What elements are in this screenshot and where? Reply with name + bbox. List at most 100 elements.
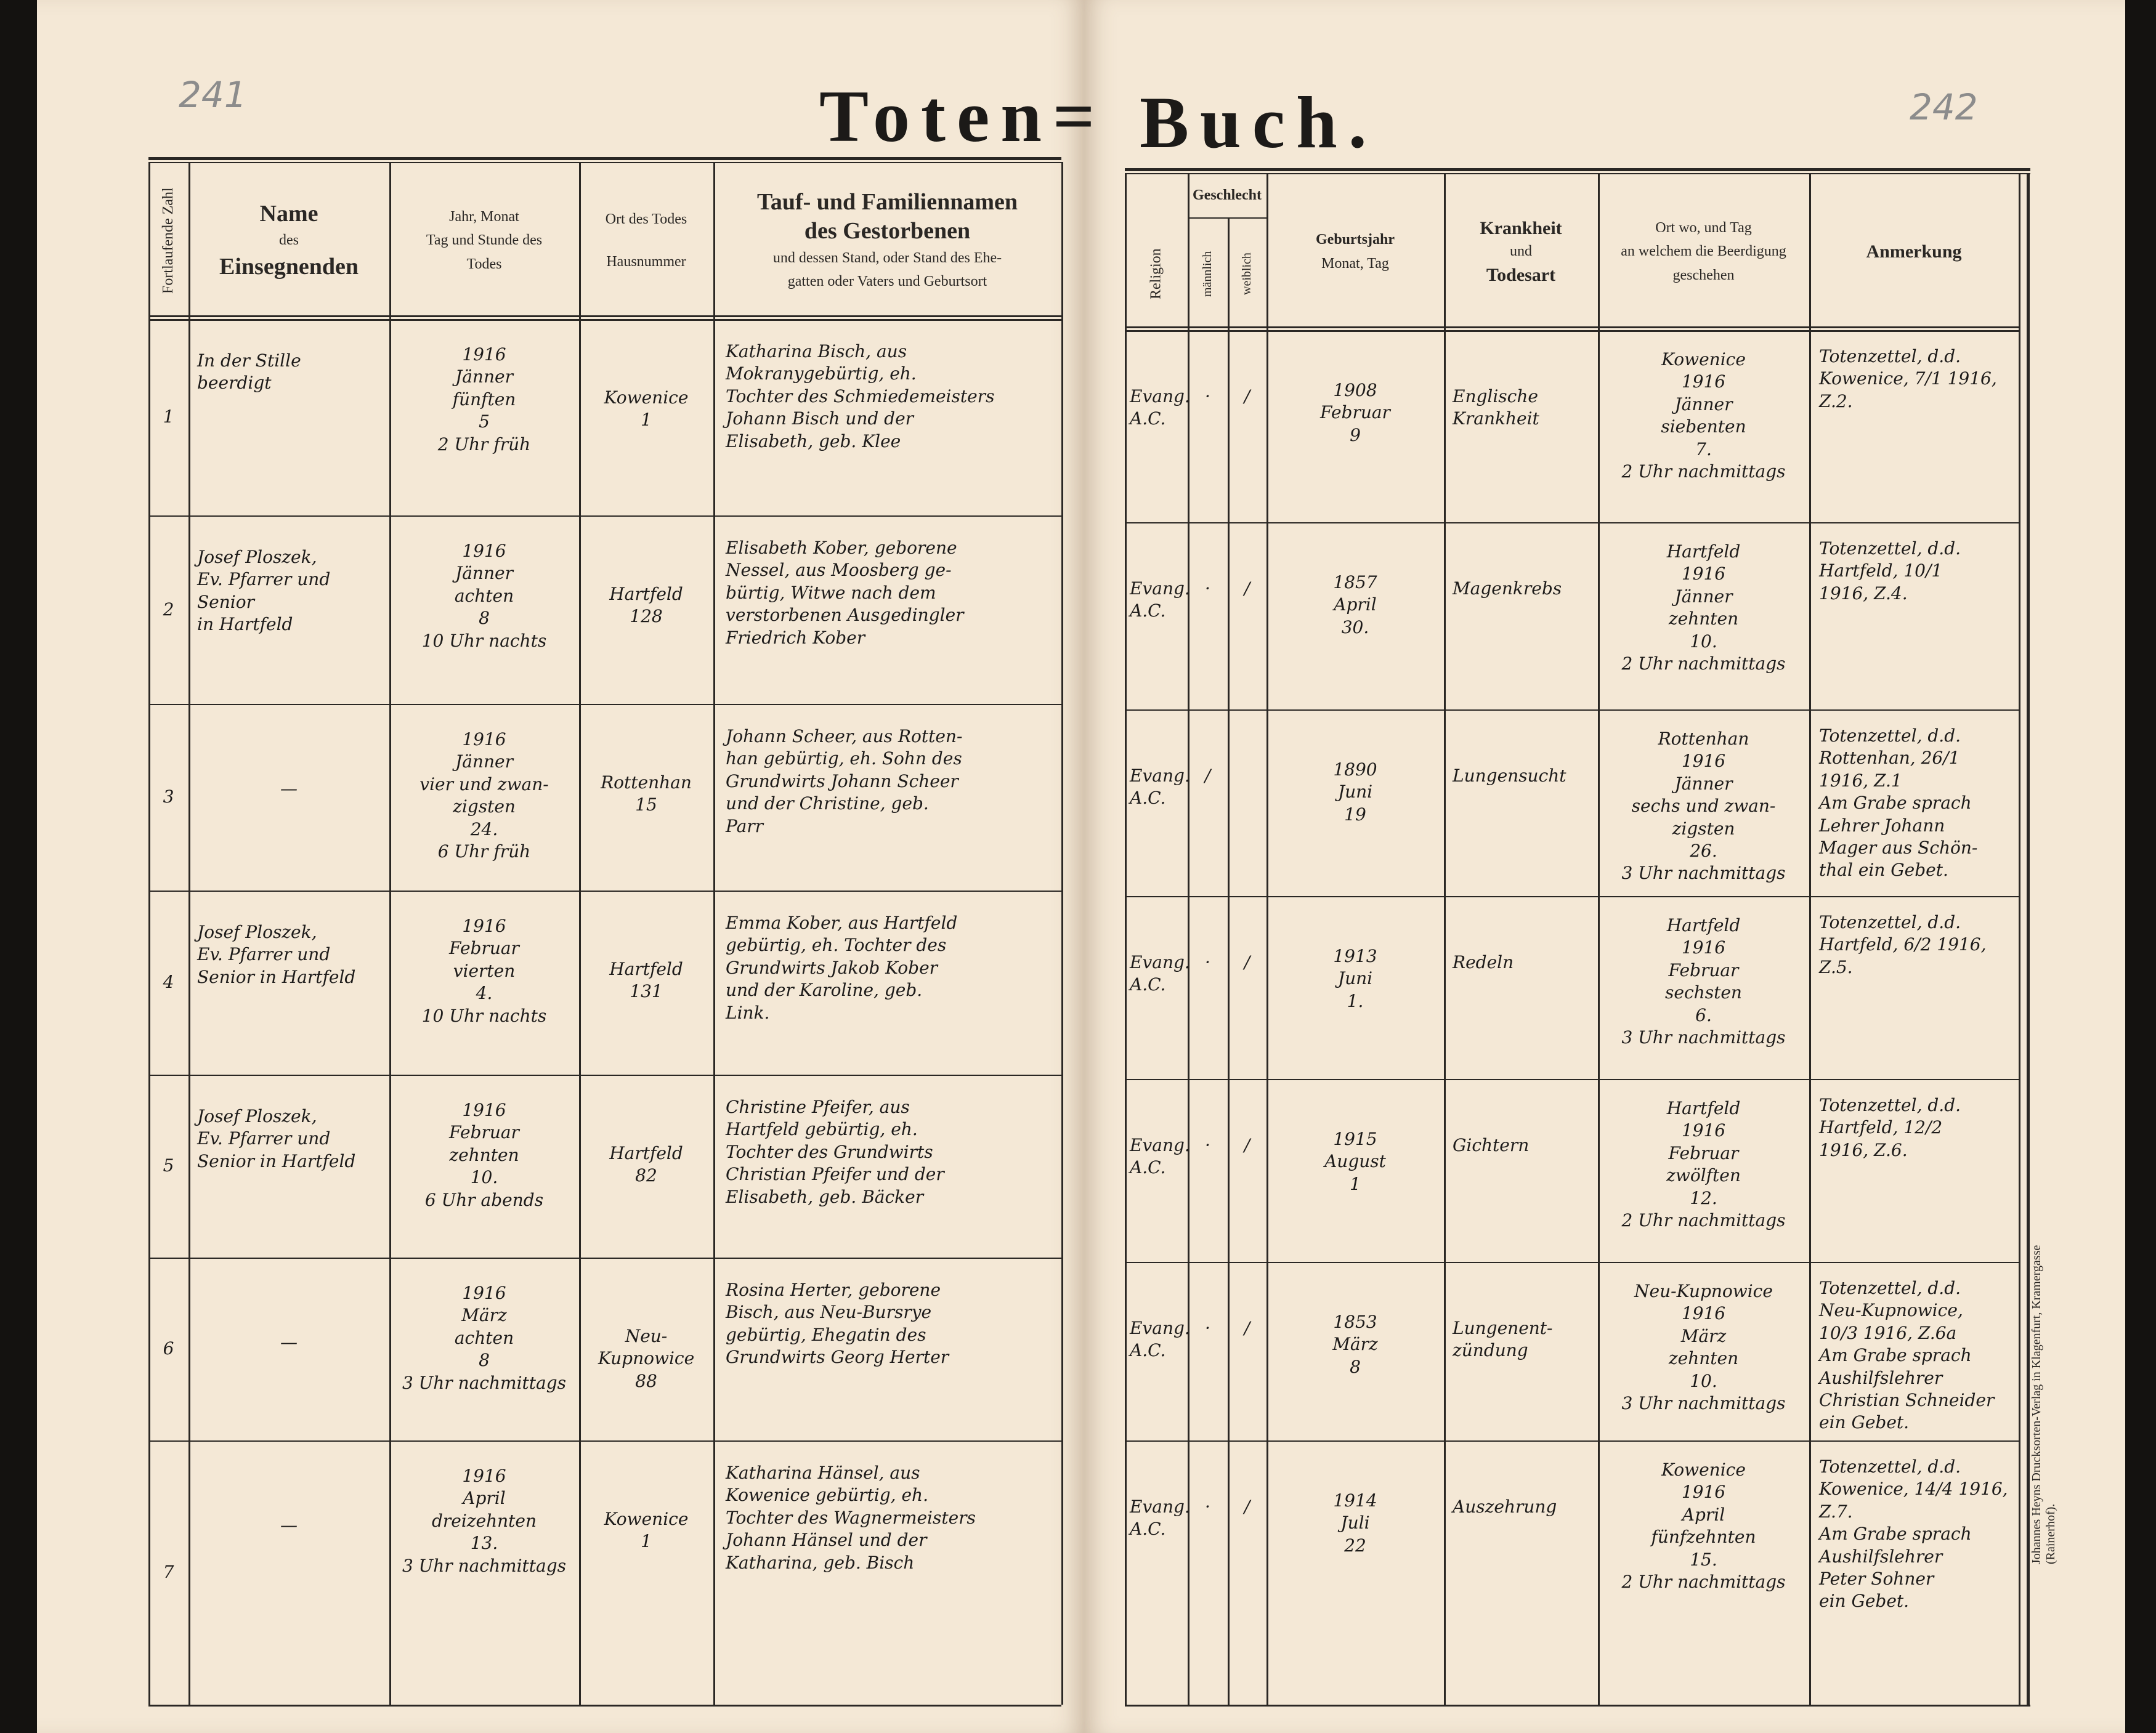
death-place-line: 1	[641, 410, 652, 430]
sex-female: /	[1244, 1318, 1250, 1338]
burial-place-date-line: Hartfeld	[1666, 541, 1741, 562]
deceased-description-line: han gebürtig, eh. Sohn des	[726, 748, 962, 769]
religion: Evang. A.C.	[1125, 1079, 1190, 1262]
deceased-description-line: gebürtig, Ehegatin des	[726, 1324, 926, 1345]
cause-of-death: Englische Krankheit	[1444, 330, 1598, 522]
death-date-line: zehnten	[449, 1144, 519, 1165]
remarks: Totenzettel, d.d. Kowenice, 14/4 1916, Z.7…	[1809, 1440, 2019, 1705]
remarks-line: 1916, Z.4.	[1819, 583, 1908, 604]
death-place-line: Rottenhan	[601, 772, 692, 793]
officiant-line: Ev. Pfarrer und	[197, 944, 331, 965]
deceased-description-line: Katharina, geb. Bisch	[726, 1552, 915, 1573]
birth-date-line: Juni	[1337, 968, 1373, 989]
birth-date-line: 1.	[1347, 990, 1364, 1011]
burial-place-date-line: Rottenhan	[1658, 729, 1749, 749]
burial-place-date-line: März	[1680, 1325, 1727, 1346]
sex-male: ·	[1205, 386, 1210, 406]
header-officiant-line2: des	[279, 232, 299, 249]
remarks-line: Totenzettel, d.d.	[1819, 346, 1961, 366]
remarks-line: Mager aus Schön-	[1819, 837, 1978, 858]
header-female: weiblich	[1240, 252, 1254, 295]
table-bottom-border	[148, 1705, 1061, 1707]
death-date-line: 1916	[462, 1466, 506, 1486]
deceased-description-line: Bisch, aus Neu-Bursrye	[726, 1302, 932, 1323]
column-divider	[1188, 173, 1189, 1705]
remarks-line: Am Grabe sprach	[1819, 793, 1972, 814]
death-date-line: 1916	[462, 1100, 506, 1120]
death-date: 1916 Jänner vier und zwan-zigsten 24. 6 Uhr …	[389, 704, 579, 891]
deceased-description-line: Parr	[726, 815, 764, 836]
deceased-description-line: verstorbenen Ausgedingler	[726, 605, 964, 626]
religion-line: A.C.	[1130, 1157, 1166, 1178]
title-right: Buch.	[1140, 81, 1378, 163]
column-divider	[1228, 217, 1230, 1705]
sex-female: /	[1244, 578, 1250, 599]
header-sex: Geschlecht	[1188, 173, 1266, 217]
burial-place-date-line: 1916	[1681, 1482, 1726, 1503]
header-officiant-line3: Einsegnenden	[219, 253, 359, 280]
birth-date: 1890 Juni 19	[1266, 709, 1444, 896]
death-place-line: Kowenice	[604, 1509, 689, 1529]
header-death-date-line1: Jahr, Monat	[449, 208, 519, 225]
birth-date-line: 9	[1350, 424, 1361, 445]
death-date-line: vierten	[453, 960, 516, 981]
death-place-line: Hartfeld	[609, 959, 683, 979]
death-place-line: 1	[641, 1531, 652, 1552]
death-date-line: 8	[479, 608, 490, 629]
remarks-line: Lehrer Johann	[1819, 815, 1945, 836]
death-date: 1916 April dreizehnten 13. 3 Uhr nachmittags	[389, 1440, 579, 1705]
death-date-line: 1916	[462, 729, 506, 749]
header-officiant-line1: Name	[259, 200, 318, 227]
row-divider	[1125, 1440, 2019, 1442]
header-religion: Religion	[1148, 248, 1164, 299]
burial-place-date-line: 15.	[1690, 1549, 1717, 1570]
deceased-description-line: Tochter des Grundwirts	[726, 1141, 933, 1162]
officiant-line: —	[280, 1332, 298, 1352]
burial-place-date: Hartfeld 1916 Februar zwölften 12. 2 Uhr nach…	[1598, 1079, 1809, 1262]
burial-place-date-line: Jänner	[1674, 773, 1733, 794]
remarks-line: 1916, Z.1	[1819, 770, 1902, 791]
header-cause-line3: Todesart	[1486, 264, 1556, 285]
birth-date-line: 1913	[1333, 946, 1377, 966]
birth-date-line: Juli	[1340, 1513, 1370, 1533]
death-place-line: Kowenice	[604, 387, 689, 408]
religion-line: Evang.	[1130, 1318, 1190, 1338]
religion-line: Evang.	[1130, 1497, 1190, 1517]
header-rule	[1125, 330, 2019, 332]
deceased-description: Rosina Herter, geborene Bisch, aus Neu-Bu…	[713, 1258, 1061, 1440]
death-place: Kowenice 1	[579, 319, 713, 515]
deceased-description: Katharina Bisch, aus Mokranygebürtig, eh.…	[713, 319, 1061, 515]
header-rule	[1125, 326, 2019, 328]
death-date-line: 8	[479, 1350, 490, 1371]
remarks-line: Aushilfslehrer	[1819, 1367, 1943, 1388]
death-date-line: 1916	[462, 344, 506, 365]
cause-of-death: Auszehrung	[1444, 1440, 1598, 1705]
birth-date: 1857 April 30.	[1266, 522, 1444, 709]
burial-place-date-line: 1916	[1681, 937, 1726, 958]
header-deceased: Tauf- und Familiennamen des Gestorbenen …	[713, 162, 1061, 319]
officiant: —	[188, 1440, 389, 1705]
header-death-date: Jahr, Monat Tag und Stunde des Todes	[389, 162, 579, 319]
death-date-line: März	[461, 1305, 507, 1326]
cause-of-death: Lungensucht	[1444, 709, 1598, 896]
deceased-description-line: Katharina Hänsel, aus	[726, 1463, 920, 1483]
birth-date-line: 30.	[1341, 616, 1369, 637]
deceased-description-line: Elisabeth, geb. Klee	[726, 430, 901, 451]
column-divider	[2019, 173, 2020, 1705]
sex-male: ·	[1205, 1135, 1210, 1155]
column-divider	[1061, 162, 1063, 1705]
burial-place-date: Kowenice 1916 Jänner siebenten 7. 2 Uhr nachm…	[1598, 330, 1809, 522]
header-rule	[148, 319, 1061, 321]
column-divider	[1444, 173, 1446, 1705]
left-page	[37, 0, 1084, 1733]
death-date-line: 10 Uhr nachts	[421, 630, 547, 651]
burial-place-date-line: 10.	[1690, 1370, 1717, 1391]
cause-of-death-line: Redeln	[1453, 952, 1514, 972]
deceased-description-line: Grundwirts Jakob Kober	[726, 957, 938, 978]
table-top-border	[1125, 173, 2030, 174]
entry-number: 7	[163, 1562, 174, 1583]
burial-place-date-line: zehnten	[1668, 608, 1739, 629]
burial-place-date-line: sechs und zwan-	[1631, 796, 1776, 817]
cause-of-death-line: Lungensucht	[1453, 766, 1566, 786]
death-date-line: 4.	[476, 983, 493, 1004]
